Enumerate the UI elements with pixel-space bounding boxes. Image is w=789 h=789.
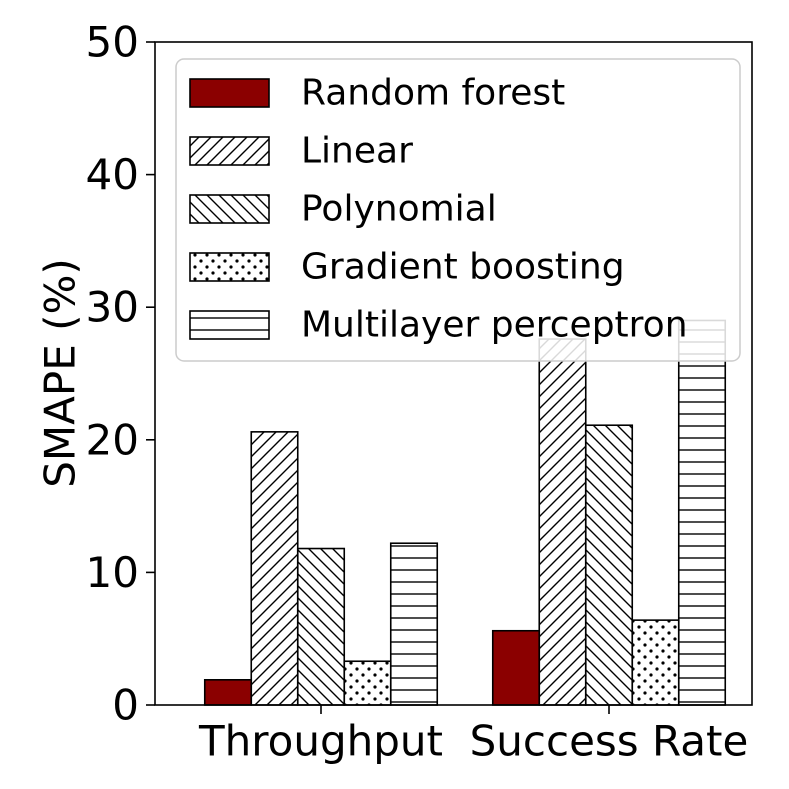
y-tick-label: 40 [86,150,139,199]
legend-swatch-gradient-boosting [189,252,270,282]
bar-gradient-boosting [343,660,392,706]
legend-swatch-multilayer-perceptron [189,310,270,340]
legend: Random forest Linear Polynomial Gradient bo… [175,58,741,362]
legend-label: Gradient boosting [301,247,625,288]
legend-label: Polynomial [301,189,497,230]
y-tick-label: 50 [86,18,139,67]
bar-random-forest [203,679,253,706]
bar-polynomial [296,547,346,706]
legend-box [175,58,741,362]
legend-swatch-polynomial [189,194,270,224]
y-tick-label: 20 [86,415,139,464]
bar-linear [538,338,587,706]
legend-label: Random forest [301,73,565,114]
y-axis-ticks: 0 10 20 30 40 50 [86,18,155,730]
y-axis-label: SMAPE (%) [36,258,85,488]
legend-label: Linear [301,131,413,172]
legend-swatch-random-forest [189,78,270,108]
legend-swatch-linear [189,136,270,166]
bar-gradient-boosting [631,619,680,706]
bar-linear [250,431,299,706]
x-tick-label: Success Rate [470,717,749,766]
bar-random-forest [491,629,541,706]
y-tick-label: 30 [86,283,139,332]
x-axis-tick-labels: Throughput Success Rate [198,705,748,766]
legend-label: Multilayer perceptron [301,305,688,346]
bar-multilayer-perceptron [389,542,439,706]
y-tick-label: 0 [112,681,139,730]
bar-multilayer-perceptron [677,319,727,706]
y-tick-label: 10 [86,548,139,597]
bars [203,319,727,706]
bar-polynomial [584,424,634,706]
plot-frame [154,41,753,706]
x-tick-label: Throughput [198,717,443,766]
